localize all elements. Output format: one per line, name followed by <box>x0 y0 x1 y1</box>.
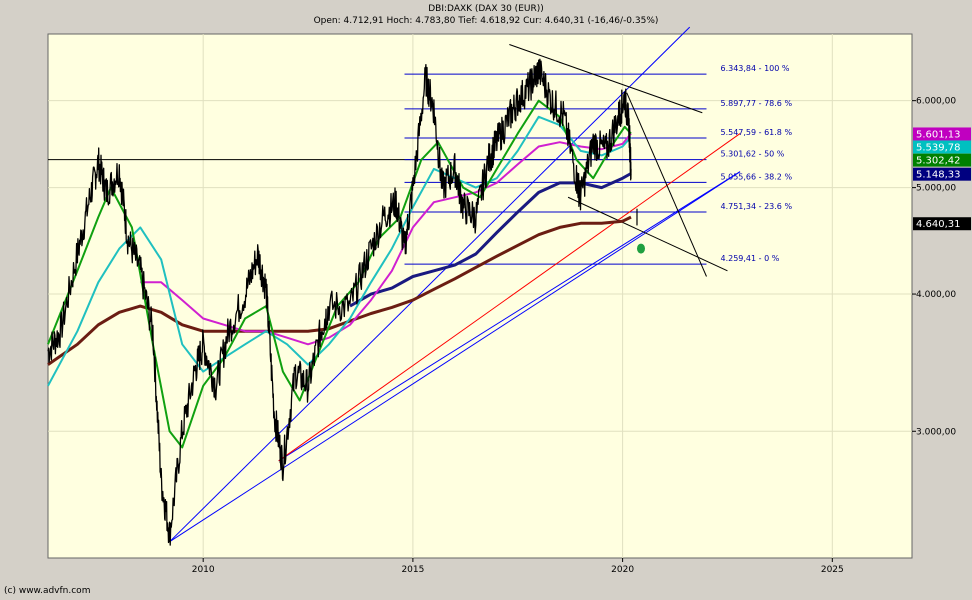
trendline <box>567 196 728 272</box>
y-tick-label: 5.000,00 <box>916 184 956 194</box>
x-tick-label: 2025 <box>821 565 844 575</box>
ma-brown-line <box>47 215 632 366</box>
trendline <box>626 92 707 277</box>
trendline <box>278 133 741 462</box>
ma-navy-line <box>349 172 632 308</box>
y-tick-label: 6.000,00 <box>916 97 956 107</box>
value-tag-label: 5.148,33 <box>916 170 961 181</box>
x-tick-label: 2010 <box>192 565 215 575</box>
trendline <box>169 26 691 543</box>
trendline <box>278 171 741 462</box>
trendline <box>169 171 741 543</box>
fib-level-label: 5.897,77 - 78.6 % <box>720 99 792 108</box>
trendlines <box>169 26 741 543</box>
y-tick-label: 4.000,00 <box>916 290 956 300</box>
ohlc-readout: Open: 4.712,91 Hoch: 4.783,80 Tief: 4.61… <box>313 16 659 26</box>
copyright-notice: (c) www.advfn.com <box>4 586 91 596</box>
ma-cyan-line <box>47 115 632 387</box>
grid <box>48 34 912 558</box>
chart-title: DBI:DAXK (DAX 30 (EUR)) <box>428 4 544 14</box>
price-series <box>47 58 645 546</box>
value-tag-label: 5.601,13 <box>916 129 961 140</box>
x-tick-label: 2015 <box>401 565 424 575</box>
chart-header: DBI:DAXK (DAX 30 (EUR)) Open: 4.712,91 H… <box>0 3 972 27</box>
value-tag-label: 5.539,78 <box>916 142 961 153</box>
value-tag <box>913 217 971 231</box>
ma-magenta-line <box>140 132 632 346</box>
value-tag <box>913 167 971 181</box>
trendline <box>509 44 703 114</box>
value-tags: 5.601,13 5.539,78 5.302,42 5.148,33 4.640,31 <box>913 127 971 231</box>
y-axis: 3.000,00 4.000,00 5.000,00 6.000,00 <box>912 97 956 437</box>
plot-area <box>47 33 913 559</box>
fibonacci-levels: 6.343,84 - 100 % 5.897,77 - 78.6 % 5.547,5… <box>48 64 792 265</box>
fib-level-label: 4.259,41 - 0 % <box>720 254 779 263</box>
x-tick-label: 2020 <box>611 565 634 575</box>
fib-level-label: 4.751,34 - 23.6 % <box>720 202 792 211</box>
value-tag-label: 4.640,31 <box>916 219 961 230</box>
fib-level-label: 5.301,62 - 50 % <box>720 150 784 159</box>
fib-level-label: 5.055,66 - 38.2 % <box>720 172 792 181</box>
value-tag <box>913 153 971 167</box>
value-tag <box>913 140 971 154</box>
price-line <box>47 58 632 546</box>
green-marker <box>636 243 645 254</box>
x-axis: 2010 2015 2020 2025 <box>192 558 844 575</box>
value-tag <box>913 127 971 141</box>
fib-level-label: 6.343,84 - 100 % <box>720 64 789 73</box>
y-tick-label: 3.000,00 <box>916 427 956 437</box>
fib-level-label: 5.547,59 - 61.8 % <box>720 128 792 137</box>
value-tag-label: 5.302,42 <box>916 156 961 167</box>
